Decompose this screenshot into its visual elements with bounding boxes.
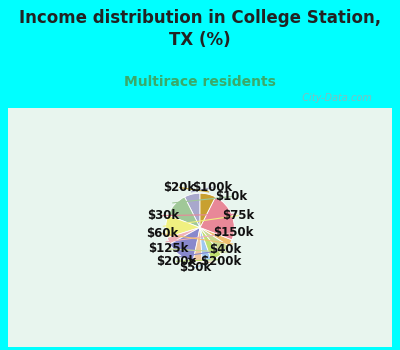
Wedge shape xyxy=(200,228,221,260)
Text: $60k: $60k xyxy=(146,227,178,240)
Wedge shape xyxy=(200,193,216,228)
Text: $200k: $200k xyxy=(156,255,197,268)
Text: $125k: $125k xyxy=(148,243,188,256)
Wedge shape xyxy=(170,228,200,261)
Wedge shape xyxy=(166,215,200,238)
Wedge shape xyxy=(200,228,229,254)
Wedge shape xyxy=(200,228,232,246)
Wedge shape xyxy=(200,197,234,240)
Wedge shape xyxy=(184,193,200,228)
Text: $30k: $30k xyxy=(147,209,179,222)
Text: $20k: $20k xyxy=(164,181,196,194)
Text: > $200k: > $200k xyxy=(187,255,241,268)
Text: $75k: $75k xyxy=(222,209,254,222)
Text: $40k: $40k xyxy=(209,243,241,256)
FancyBboxPatch shape xyxy=(8,108,392,346)
Wedge shape xyxy=(200,228,211,262)
Text: $100k: $100k xyxy=(192,181,232,194)
Wedge shape xyxy=(168,197,200,228)
Text: $50k: $50k xyxy=(179,261,211,274)
Wedge shape xyxy=(193,228,202,262)
Text: City-Data.com: City-Data.com xyxy=(296,93,372,103)
Text: $10k: $10k xyxy=(215,190,248,203)
Wedge shape xyxy=(167,228,200,244)
Text: Income distribution in College Station,
TX (%): Income distribution in College Station, … xyxy=(19,9,381,49)
Text: $150k: $150k xyxy=(213,226,254,239)
Text: Multirace residents: Multirace residents xyxy=(124,75,276,89)
